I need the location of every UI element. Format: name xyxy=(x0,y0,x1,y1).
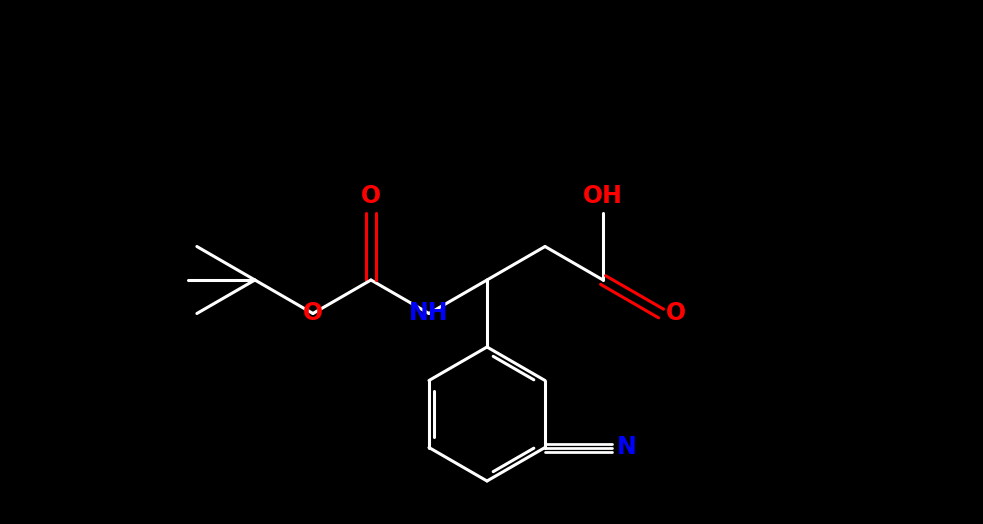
Text: OH: OH xyxy=(583,184,623,208)
Text: NH: NH xyxy=(409,301,448,325)
Text: O: O xyxy=(361,184,381,208)
Text: N: N xyxy=(617,435,637,460)
Text: O: O xyxy=(666,301,686,325)
Text: O: O xyxy=(303,301,323,325)
